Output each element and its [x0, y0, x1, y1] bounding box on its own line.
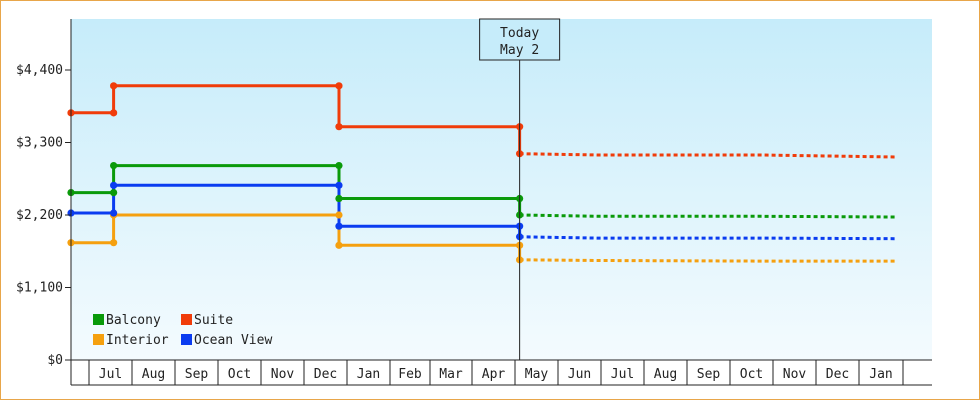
x-tick-label: Apr [482, 367, 506, 382]
legend-label-balcony: Balcony [106, 313, 161, 328]
x-tick-label: Jul [99, 367, 122, 382]
data-point-suite[interactable] [335, 82, 343, 90]
data-point-balcony[interactable] [110, 188, 118, 197]
data-point-ocean-view[interactable] [110, 181, 118, 189]
y-tick-label: $0 [47, 353, 63, 368]
data-point-ocean-view[interactable] [335, 181, 343, 189]
x-axis-labels: Jul Aug Sep Oct Nov Dec Jan Feb Mar Apr May Jun Jul A… [88, 360, 904, 385]
data-point-interior[interactable] [335, 241, 343, 249]
data-point-interior[interactable] [335, 211, 343, 219]
axes [70, 19, 932, 386]
forecast-line-ocean-view [519, 235, 896, 241]
x-tick-label: Sep [185, 367, 209, 382]
today-marker: Today May 2 [479, 18, 561, 360]
legend-swatch-ocean-view [181, 334, 192, 345]
data-point-ocean-view[interactable] [110, 209, 118, 217]
today-box [479, 18, 561, 61]
today-label-line: Today [500, 26, 539, 41]
x-tick-label: Feb [398, 367, 422, 382]
series-line-suite [71, 84, 520, 129]
x-tick-label: Mar [439, 367, 463, 382]
forecast-line-interior [519, 258, 896, 263]
x-tick-label: Dec [826, 367, 849, 382]
data-point-balcony[interactable] [335, 194, 343, 203]
data-point-suite[interactable] [110, 109, 118, 117]
x-tick-label: Nov [271, 367, 295, 382]
forecast-lines [519, 152, 896, 263]
data-point-interior[interactable] [110, 239, 118, 247]
x-tick-label: Dec [314, 367, 337, 382]
legend-swatch-interior [93, 334, 104, 345]
y-tick-label: $4,400 [16, 63, 63, 78]
x-tick-label: Jan [869, 367, 892, 382]
y-axis-labels: $0 $1,100 $2,200 $3,300 $4,400 [16, 63, 71, 368]
today-label-line: May 2 [500, 43, 539, 58]
legend-swatch-balcony [93, 314, 104, 325]
legend-label-interior: Interior [106, 333, 169, 348]
data-point-balcony[interactable] [335, 161, 343, 170]
series-line-balcony [71, 164, 520, 200]
y-tick-label: $3,300 [16, 136, 63, 151]
x-tick-label: Oct [740, 367, 763, 382]
x-tick-label: Nov [783, 367, 807, 382]
x-tick-label: Jan [357, 367, 380, 382]
x-tick-label: Jun [568, 367, 591, 382]
legend-label-ocean-view: Ocean View [194, 333, 272, 348]
x-tick-label: Oct [228, 367, 251, 382]
data-point-suite[interactable] [110, 82, 118, 90]
data-point-ocean-view[interactable] [335, 222, 343, 230]
series-line-interior [71, 213, 520, 247]
x-tick-label: Aug [142, 367, 165, 382]
x-tick-label: Aug [654, 367, 677, 382]
plot-area [71, 19, 932, 360]
x-tick-label: Sep [697, 367, 721, 382]
x-tick-label: May [525, 367, 549, 382]
legend-swatch-suite [181, 314, 192, 325]
forecast-line-balcony [519, 213, 896, 219]
x-tick-label: Jul [611, 367, 634, 382]
y-tick-label: $2,200 [16, 208, 63, 223]
data-point-balcony[interactable] [110, 161, 118, 170]
legend-label-suite: Suite [194, 313, 233, 328]
y-tick-label: $1,100 [16, 281, 63, 296]
legend: Balcony Suite Interior Ocean View [93, 313, 272, 348]
data-point-suite[interactable] [335, 123, 343, 131]
forecast-line-suite [519, 152, 896, 159]
series-line-ocean-view [71, 183, 520, 228]
